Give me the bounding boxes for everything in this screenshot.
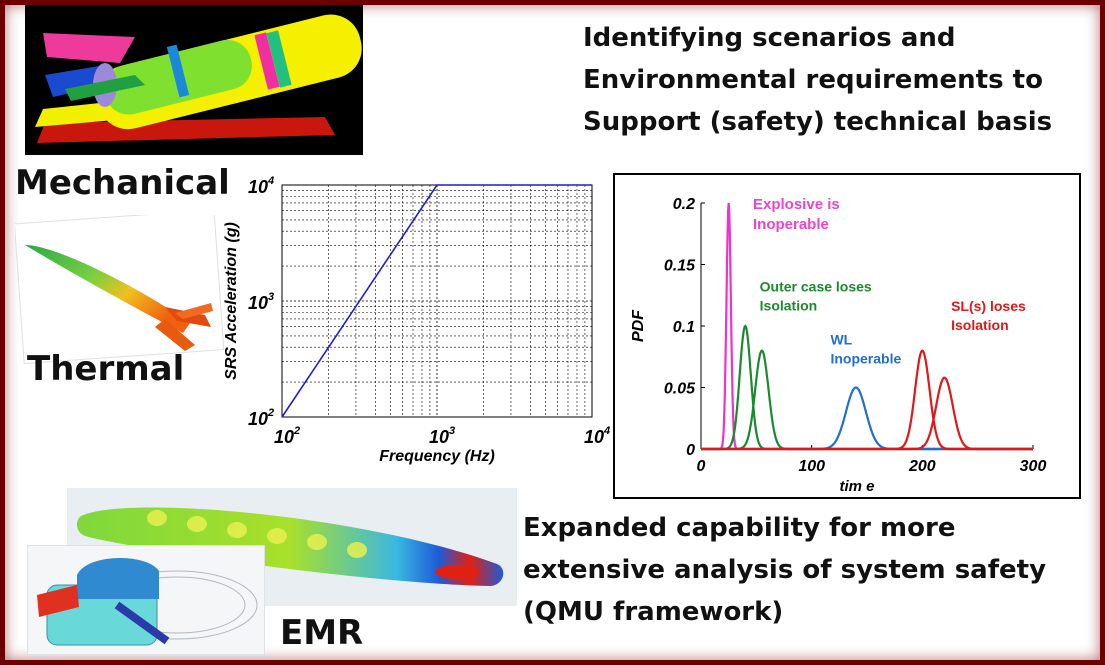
y-tick-label: 103 [248,291,274,313]
pdf-annotation: WL Inoperable [830,331,901,366]
x-axis-label: Frequency (Hz) [379,448,495,465]
top-heading-line: Support (safety) technical basis [583,101,1052,143]
top-heading-line: Identifying scenarios and [583,17,1052,59]
y-tick-label: 0.2 [673,196,695,213]
slide: Mechanical Thermal Identifying scenarios… [5,5,1100,660]
y-tick-label: 0.1 [673,319,695,336]
x-tick-label: 100 [798,458,825,475]
bottom-heading: Expanded capability for more extensive a… [523,507,1046,633]
x-tick-label: 102 [274,425,300,447]
srs-chart: 102 103 104 102 103 104 Frequency (Hz) SRS Acce… [210,165,610,470]
top-heading-line: Environmental requirements to [583,59,1052,101]
pdf-chart: 0 100 200 300 0 0.05 0.1 0.15 0.2 tim e PDF Explosi… [613,173,1081,499]
bottom-heading-line: (QMU framework) [523,591,1046,633]
pdf-annotation: SL(s) loses Isolation [951,298,1026,333]
x-tick-label: 0 [697,458,706,475]
y-tick-label: 0.15 [664,258,696,275]
pdf-annotation: Explosive is Inoperable [753,196,840,233]
mechanical-label: Mechanical [15,163,230,203]
y-tick-label: 0 [686,442,695,459]
bottom-heading-line: Expanded capability for more [523,507,1046,549]
pdf-annotation: Outer case loses Isolation [760,279,872,314]
y-axis-label: SRS Acceleration (g) [223,222,240,380]
mechanical-model-image [25,5,363,155]
x-tick-label: 200 [908,458,936,475]
top-heading: Identifying scenarios and Environmental … [583,17,1052,143]
thermal-model-image [15,215,225,365]
bottom-heading-line: extensive analysis of system safety [523,549,1046,591]
y-tick-label: 102 [248,407,274,429]
x-tick-label: 300 [1020,458,1047,475]
thermal-label: Thermal [27,349,184,389]
emr-label: EMR [280,613,363,653]
y-axis-label: PDF [630,309,647,342]
y-tick-label: 0.05 [664,381,696,398]
emr-detail-image [27,545,265,655]
x-tick-label: 103 [429,425,455,447]
x-tick-label: 104 [584,425,610,447]
x-axis-label: tim e [839,478,874,495]
y-tick-label: 104 [248,175,274,197]
